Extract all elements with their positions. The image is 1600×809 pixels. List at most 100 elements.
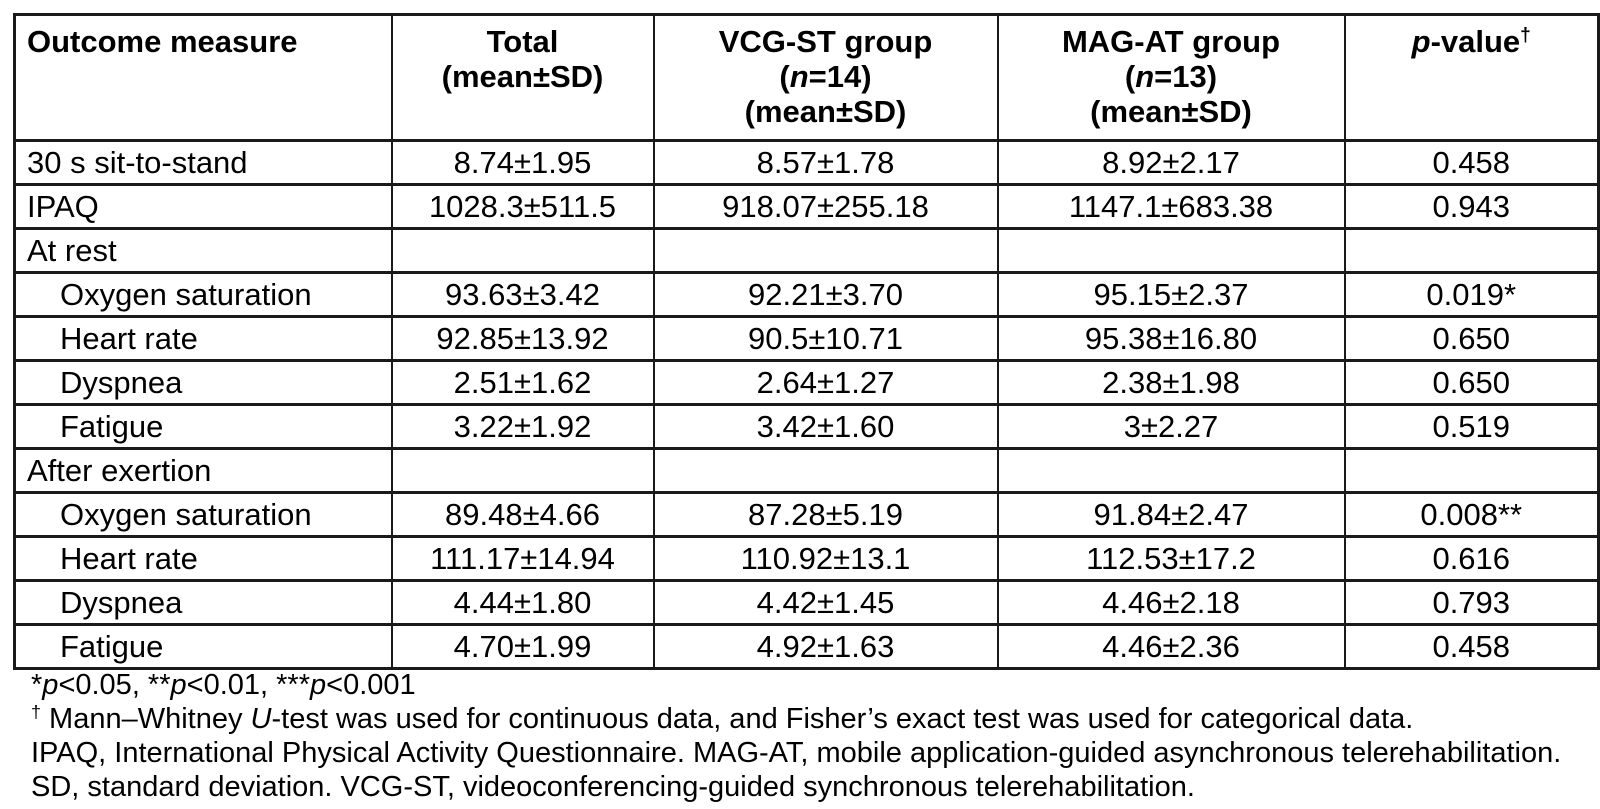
vcg-st-cell: 2.64±1.27	[652, 359, 999, 406]
total-cell: 3.22±1.92	[390, 403, 655, 450]
section-label-cell: After exertion	[13, 447, 393, 494]
p-value-cell: 0.616	[1343, 535, 1600, 582]
p-value-cell: 0.943	[1343, 183, 1600, 230]
n-symbol: n	[1135, 59, 1155, 94]
mag-at-cell: 3±2.27	[996, 403, 1346, 450]
row-label-cell: IPAQ	[13, 183, 393, 230]
p-value-text: -value	[1430, 24, 1521, 59]
total-cell: 2.51±1.62	[390, 359, 655, 406]
footnote-abbreviations: IPAQ, International Physical Activity Qu…	[31, 737, 1562, 803]
table-row: Heart rate 92.85±13.92 90.5±10.71 95.38±…	[13, 315, 1600, 362]
vcg-st-cell: 92.21±3.70	[652, 271, 999, 318]
p-symbol: p	[310, 669, 327, 701]
footnote-significance-levels: *p<0.05, **p<0.01, ***p<0.001	[31, 668, 1579, 702]
mag-at-cell	[996, 227, 1346, 274]
n-count: =14)	[808, 59, 872, 94]
table-row: Dyspnea 2.51±1.62 2.64±1.27 2.38±1.98 0.…	[13, 359, 1600, 406]
total-cell	[390, 227, 655, 274]
vcg-st-cell: 90.5±10.71	[652, 315, 999, 362]
vcg-st-cell: 918.07±255.18	[652, 183, 999, 230]
vcg-st-cell: 3.42±1.60	[652, 403, 999, 450]
mag-at-cell: 1147.1±683.38	[996, 183, 1346, 230]
mag-at-cell: 112.53±17.2	[996, 535, 1346, 582]
column-header-outcome-measure: Outcome measure	[13, 13, 393, 142]
vcg-st-cell: 87.28±5.19	[652, 491, 999, 538]
p-value-cell	[1343, 227, 1600, 274]
header-text: MAG-AT group	[1061, 24, 1281, 59]
section-label-cell: At rest	[13, 227, 393, 274]
vcg-st-cell: 4.42±1.45	[652, 579, 999, 626]
vcg-st-cell: 110.92±13.1	[652, 535, 999, 582]
dagger-superscript: †	[31, 702, 41, 723]
row-label-cell: Fatigue	[13, 623, 393, 670]
header-row: Outcome measure Total (mean±SD) VCG-ST g…	[13, 13, 1600, 142]
row-label-cell: Heart rate	[13, 315, 393, 362]
p-value-cell: 0.458	[1343, 139, 1600, 186]
header-text: p-value†	[1352, 24, 1592, 59]
footnote-text: Mann–Whitney	[41, 703, 251, 735]
column-header-mag-at-group: MAG-AT group (n=13) (mean±SD)	[996, 13, 1346, 142]
total-cell: 89.48±4.66	[390, 491, 655, 538]
threshold-text: <0.05, **	[58, 669, 171, 701]
u-symbol: U	[250, 703, 272, 735]
footnote-text: -test was used for continuous data, and …	[271, 703, 1414, 735]
footnotes: *p<0.05, **p<0.01, ***p<0.001 † Mann–Whi…	[31, 668, 1579, 804]
total-cell: 1028.3±511.5	[390, 183, 655, 230]
total-cell: 111.17±14.94	[390, 535, 655, 582]
row-label-cell: Oxygen saturation	[13, 491, 393, 538]
vcg-st-cell: 8.57±1.78	[652, 139, 999, 186]
table-row: Oxygen saturation 89.48±4.66 87.28±5.19 …	[13, 491, 1600, 538]
mag-at-cell: 91.84±2.47	[996, 491, 1346, 538]
table-row-section: At rest	[13, 227, 1600, 274]
header-text: (mean±SD)	[744, 94, 907, 129]
header-text: Total	[486, 24, 559, 59]
mag-at-cell: 2.38±1.98	[996, 359, 1346, 406]
threshold-text: <0.01, ***	[186, 669, 311, 701]
p-value-cell: 0.008**	[1343, 491, 1600, 538]
table-row: Oxygen saturation 93.63±3.42 92.21±3.70 …	[13, 271, 1600, 318]
footnote-statistical-tests: † Mann–Whitney U-test was used for conti…	[31, 702, 1579, 736]
mag-at-cell: 95.15±2.37	[996, 271, 1346, 318]
p-value-cell: 0.793	[1343, 579, 1600, 626]
column-header-vcg-st-group: VCG-ST group (n=14) (mean±SD)	[652, 13, 999, 142]
row-label-cell: Fatigue	[13, 403, 393, 450]
row-label-cell: Heart rate	[13, 535, 393, 582]
row-label-cell: Dyspnea	[13, 359, 393, 406]
p-symbol: p	[1411, 24, 1431, 59]
header-sample-size: (n=14)	[661, 59, 991, 94]
header-sample-size: (n=13)	[1005, 59, 1338, 94]
column-header-p-value: p-value†	[1343, 13, 1600, 142]
asterisk: *	[31, 669, 43, 701]
table-row: Fatigue 3.22±1.92 3.42±1.60 3±2.27 0.519	[13, 403, 1600, 450]
table-row: IPAQ 1028.3±511.5 918.07±255.18 1147.1±6…	[13, 183, 1600, 230]
p-value-cell: 0.019*	[1343, 271, 1600, 318]
threshold-text: <0.001	[326, 669, 416, 701]
p-symbol: p	[42, 669, 59, 701]
vcg-st-cell	[652, 227, 999, 274]
paren: (	[1124, 59, 1136, 94]
vcg-st-cell	[652, 447, 999, 494]
paren: (	[779, 59, 790, 94]
header-text: VCG-ST group	[718, 24, 933, 59]
row-label-cell: Oxygen saturation	[13, 271, 393, 318]
header-text: Outcome measure	[27, 24, 298, 59]
mag-at-cell	[996, 447, 1346, 494]
p-value-cell	[1343, 447, 1600, 494]
table-row: Dyspnea 4.44±1.80 4.42±1.45 4.46±2.18 0.…	[13, 579, 1600, 626]
p-value-cell: 0.458	[1343, 623, 1600, 670]
dagger-superscript: †	[1520, 25, 1531, 47]
total-cell: 4.70±1.99	[390, 623, 655, 670]
total-cell: 93.63±3.42	[390, 271, 655, 318]
mag-at-cell: 8.92±2.17	[996, 139, 1346, 186]
header-text: (mean±SD)	[1090, 94, 1252, 129]
mag-at-cell: 95.38±16.80	[996, 315, 1346, 362]
total-cell: 8.74±1.95	[390, 139, 655, 186]
outcomes-table: Outcome measure Total (mean±SD) VCG-ST g…	[13, 13, 1600, 670]
row-label-cell: 30 s sit-to-stand	[13, 139, 393, 186]
n-symbol: n	[789, 59, 809, 94]
mag-at-cell: 4.46±2.18	[996, 579, 1346, 626]
p-value-cell: 0.519	[1343, 403, 1600, 450]
p-value-cell: 0.650	[1343, 315, 1600, 362]
table-row: Fatigue 4.70±1.99 4.92±1.63 4.46±2.36 0.…	[13, 623, 1600, 670]
